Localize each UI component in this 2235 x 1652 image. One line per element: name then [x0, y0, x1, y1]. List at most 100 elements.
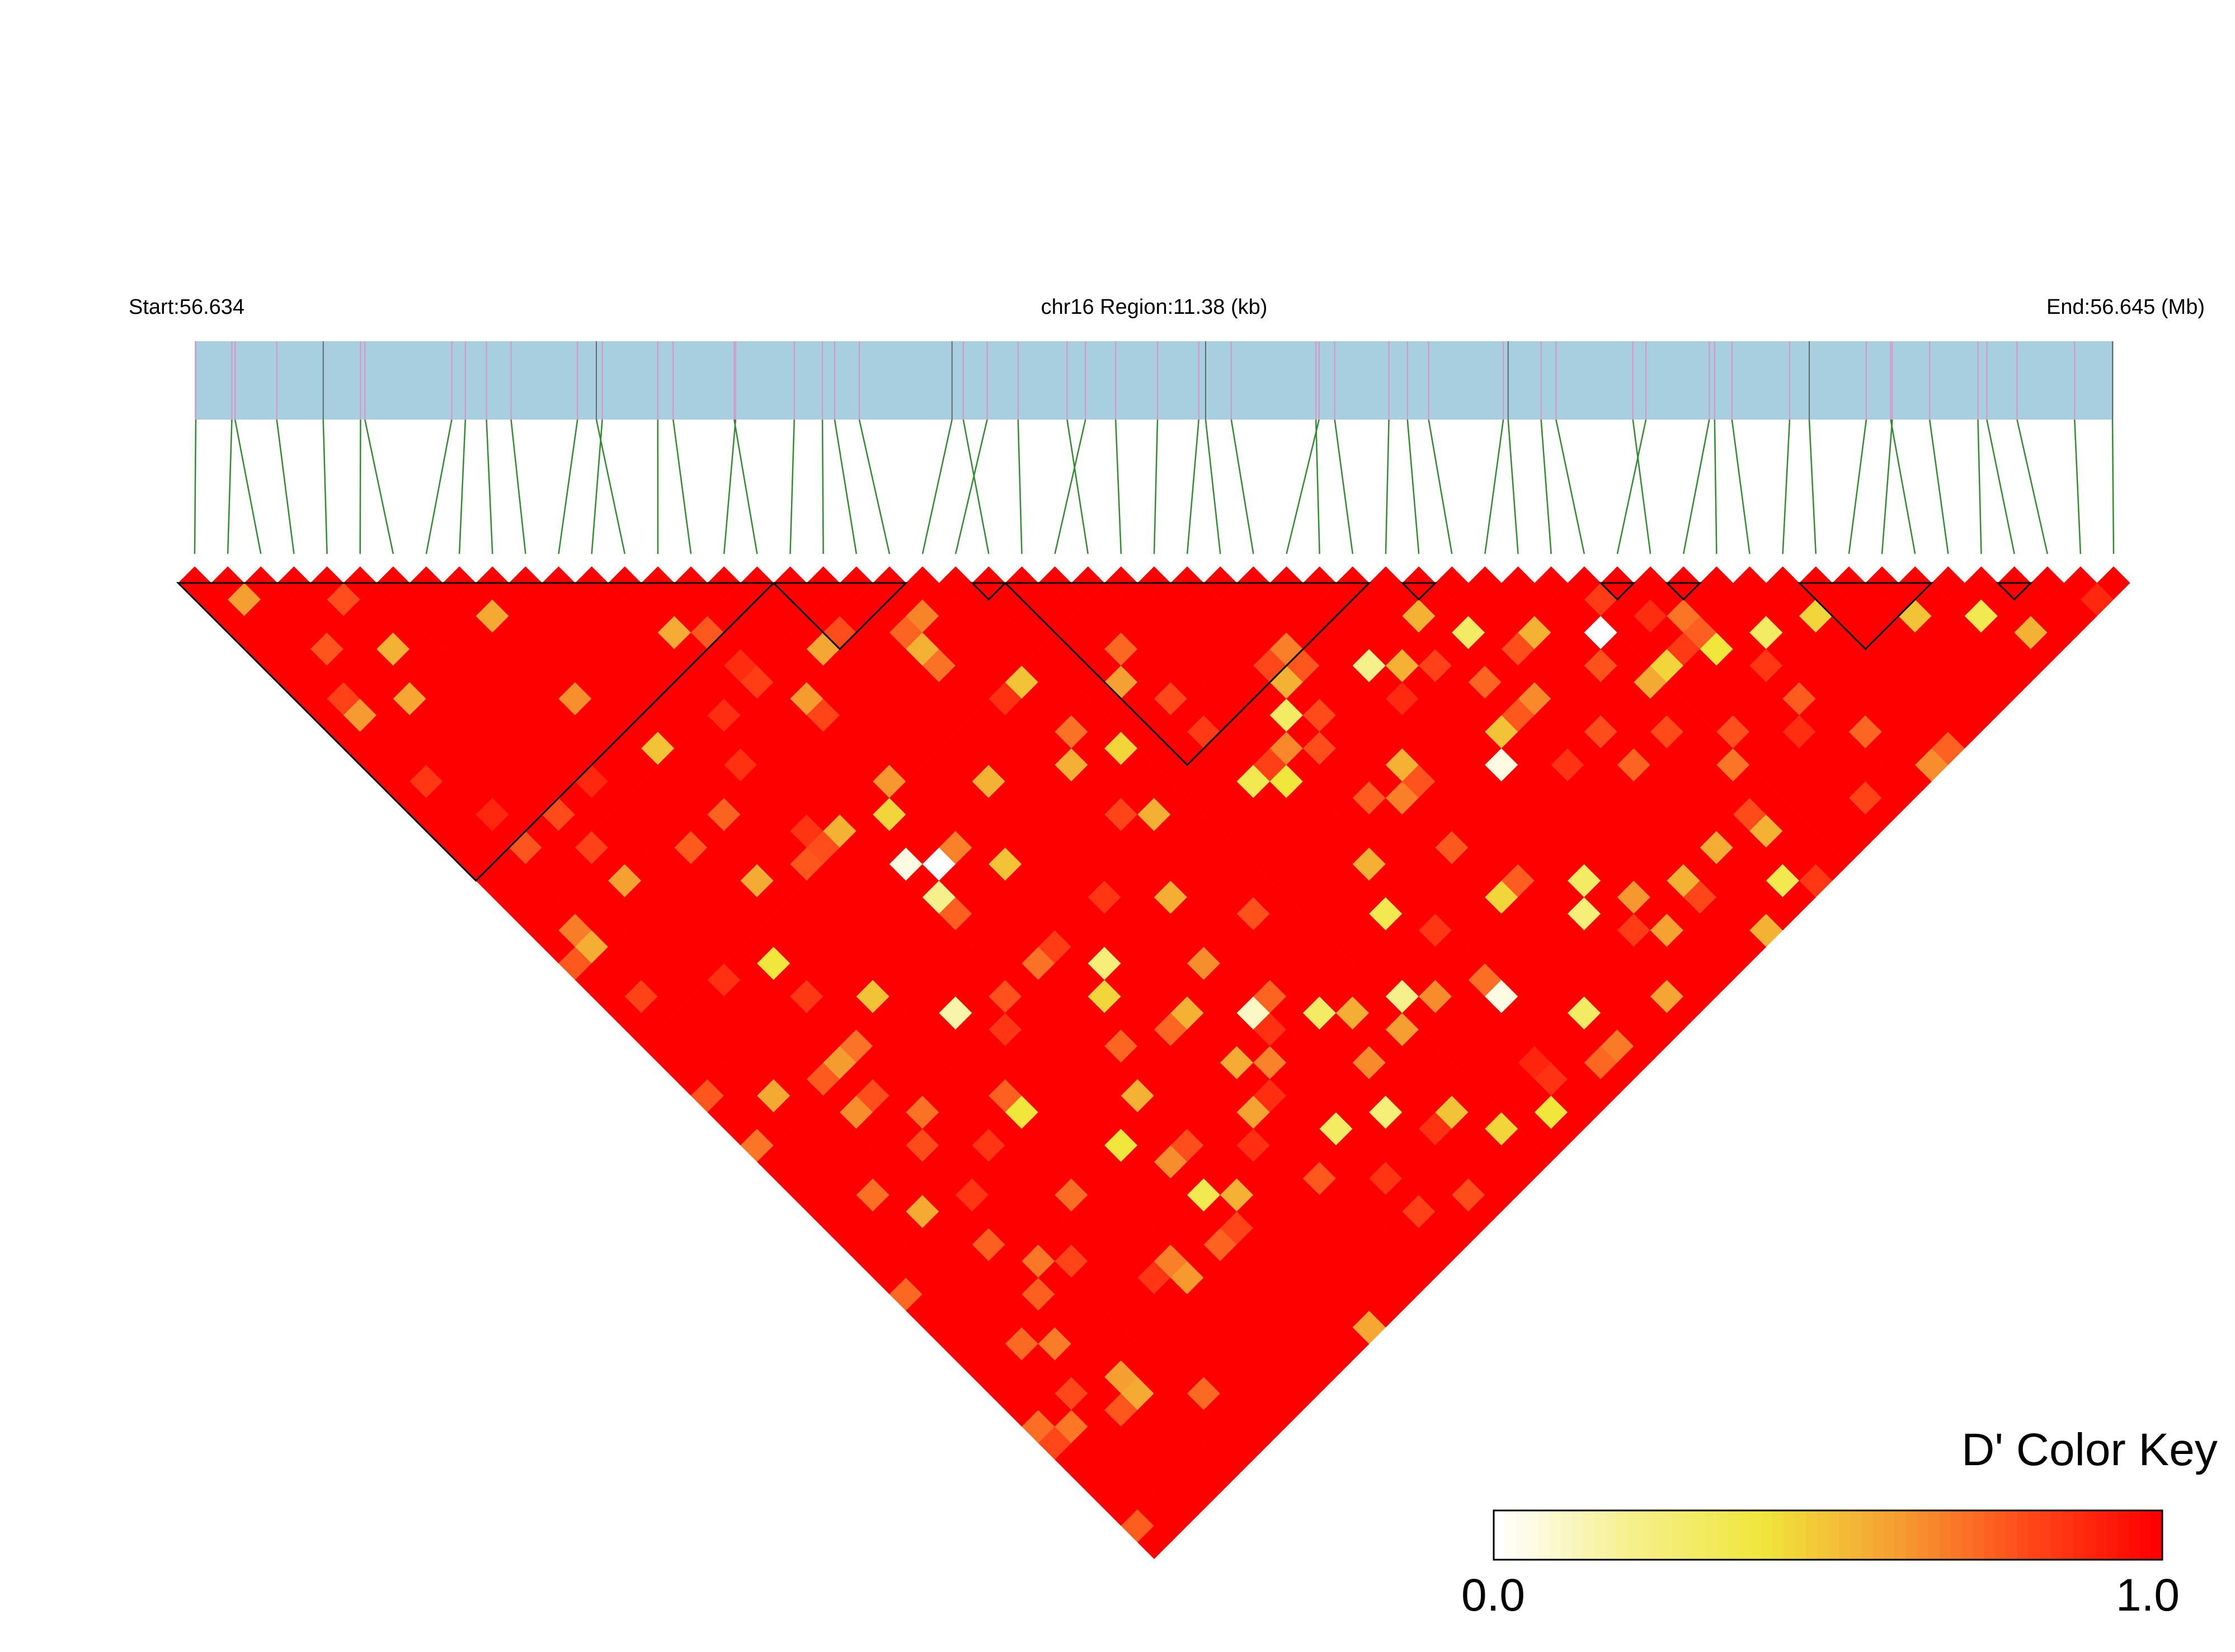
color-key-frame [1493, 1509, 2163, 1561]
snp-connector [1507, 419, 1519, 554]
snp-connector [1428, 419, 1453, 554]
snp-connector [834, 419, 857, 554]
color-key-step [1905, 1510, 1918, 1560]
haplotype-block [1003, 582, 1372, 766]
region-start-label: Start:56.634 [129, 295, 245, 319]
snp-diamond [2031, 566, 2064, 600]
snp-connector [2074, 419, 2082, 554]
color-key-step [2140, 1510, 2152, 1560]
snp-diamond [1568, 566, 1601, 600]
haplotype-block [970, 582, 1008, 601]
color-key-step [1917, 1510, 1929, 1560]
color-key-step [1872, 1510, 1884, 1560]
snp-connector-lines [194, 419, 2115, 554]
color-key-step [1884, 1510, 1895, 1560]
snp-connector [1017, 419, 1023, 554]
snp-connector [1977, 419, 1982, 554]
snp-diamond [906, 566, 939, 600]
color-key-step [2084, 1510, 2096, 1560]
snp-connector [789, 419, 795, 554]
color-key-step [1750, 1510, 1762, 1560]
snp-diamond [2097, 566, 2130, 600]
snp-connector [2016, 419, 2048, 554]
snp-diamond [1733, 566, 1767, 600]
color-key-step [2095, 1510, 2107, 1560]
snp-connector [276, 419, 295, 554]
haplotype-block [1797, 582, 1934, 651]
haplotype-block [1400, 582, 1438, 601]
color-key-step [2062, 1510, 2074, 1560]
color-key-step [1627, 1510, 1639, 1560]
snp-diamond [1535, 566, 1568, 600]
snp-connector [1406, 419, 1420, 554]
snp-connector [954, 419, 988, 554]
snp-connector [1385, 419, 1390, 554]
haplotype-block [1996, 582, 2033, 601]
snp-connector [1632, 419, 1651, 554]
color-key-step [2118, 1510, 2130, 1560]
haplotype-block [771, 582, 909, 651]
snp-connector [1782, 419, 1791, 554]
snp-connector [1114, 419, 1122, 554]
color-key-max-label: 1.0 [2116, 1570, 2180, 1621]
color-key-step [1560, 1510, 1573, 1560]
snp-diamond [1931, 566, 1965, 600]
snp-connector [425, 419, 453, 554]
snp-diamond [1766, 566, 1800, 600]
snp-connector [1286, 419, 1320, 554]
snp-diamond [1369, 566, 1403, 600]
color-key-step [1649, 1510, 1662, 1560]
snp-connector [1204, 419, 1221, 554]
color-key-step [2073, 1510, 2085, 1560]
haplotype-block [176, 582, 776, 882]
snp-connector [234, 419, 262, 554]
snp-connector [1066, 419, 1089, 554]
color-key-step [1516, 1510, 1528, 1560]
color-key-step [1538, 1510, 1550, 1560]
snp-connector [1054, 419, 1086, 554]
color-key-step [1973, 1510, 1985, 1560]
snp-connector [558, 419, 578, 554]
color-key-step [1705, 1510, 1718, 1560]
snp-connector [1682, 419, 1710, 554]
snp-diamond [1435, 566, 1469, 600]
snp-connector [1334, 419, 1354, 554]
color-key-step [1995, 1510, 2007, 1560]
region-track [195, 341, 2114, 420]
snp-diamond [1634, 566, 1667, 600]
snp-connector [1616, 419, 1647, 554]
snp-connector [2111, 419, 2115, 554]
color-key-step [1549, 1510, 1561, 1560]
snp-connector [1928, 419, 1949, 554]
snp-connector [322, 419, 328, 554]
color-key-gradient [1493, 1509, 2163, 1561]
snp-connector [486, 419, 493, 554]
color-key-step [1950, 1510, 1963, 1560]
haplotype-block [1665, 582, 1702, 601]
snp-diamond [1501, 566, 1535, 600]
color-key-step [1984, 1510, 1996, 1560]
snp-connector [733, 419, 758, 554]
color-key-step [2151, 1510, 2163, 1560]
snp-connector [1230, 419, 1254, 554]
snp-connector [510, 419, 526, 554]
color-key-min-label: 0.0 [1461, 1570, 1525, 1621]
snp-connector [1848, 419, 1867, 554]
snp-connector [858, 419, 891, 554]
snp-connector [194, 419, 197, 554]
color-key-step [1683, 1510, 1695, 1560]
snp-diamond [939, 566, 972, 600]
region-title-label: chr16 Region:11.38 (kb) [1041, 295, 1268, 319]
color-key-step [2017, 1510, 2029, 1560]
color-key-step [1716, 1510, 1729, 1560]
snp-position-ticks [195, 341, 2113, 420]
snp-connector [364, 419, 394, 554]
color-key-step [1817, 1510, 1829, 1560]
color-key-step [1728, 1510, 1739, 1560]
color-key-step [1605, 1510, 1617, 1560]
color-key-step [1571, 1510, 1584, 1560]
color-key-step [1583, 1510, 1595, 1560]
color-key-step [1895, 1510, 1907, 1560]
snp-connector [1484, 419, 1504, 554]
